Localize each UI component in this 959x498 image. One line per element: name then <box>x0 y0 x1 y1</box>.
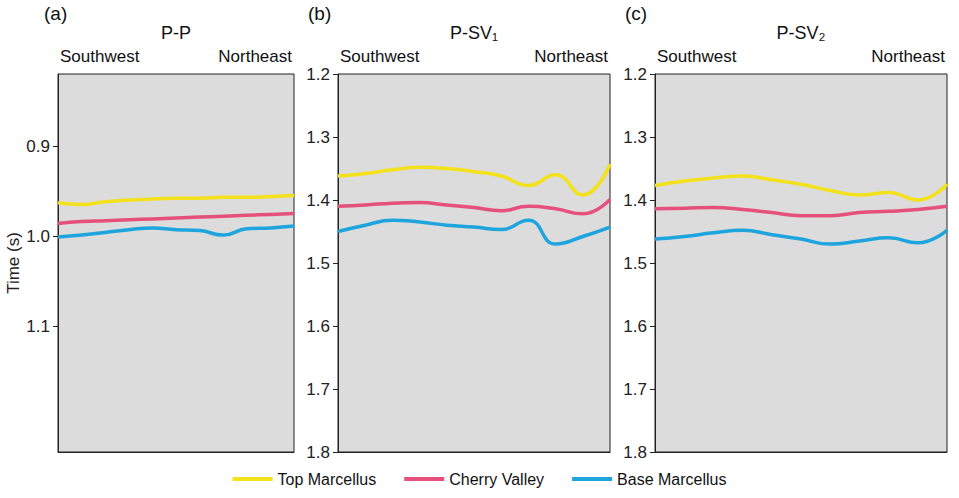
svg-text:1.1: 1.1 <box>26 317 50 336</box>
svg-text:Northeast: Northeast <box>534 47 608 66</box>
svg-text:1.0: 1.0 <box>26 227 50 246</box>
svg-text:P-P: P-P <box>161 23 191 43</box>
svg-text:1.4: 1.4 <box>623 191 647 210</box>
svg-text:1.3: 1.3 <box>623 128 647 147</box>
svg-text:0.9: 0.9 <box>26 137 50 156</box>
svg-text:1.2: 1.2 <box>623 65 647 84</box>
svg-text:1.5: 1.5 <box>623 254 647 273</box>
svg-text:1.3: 1.3 <box>306 128 330 147</box>
svg-text:Northeast: Northeast <box>218 47 292 66</box>
svg-text:P-SV₁: P-SV₁ <box>450 23 498 43</box>
svg-text:1.7: 1.7 <box>306 380 330 399</box>
svg-text:Base Marcellus: Base Marcellus <box>617 471 726 488</box>
svg-text:1.5: 1.5 <box>306 254 330 273</box>
svg-text:Time (s): Time (s) <box>4 232 23 294</box>
svg-text:Top Marcellus: Top Marcellus <box>278 471 377 488</box>
svg-text:(b): (b) <box>308 3 331 24</box>
svg-text:1.6: 1.6 <box>623 317 647 336</box>
svg-text:1.4: 1.4 <box>306 191 330 210</box>
svg-text:1.2: 1.2 <box>306 65 330 84</box>
svg-text:1.7: 1.7 <box>623 380 647 399</box>
svg-text:(a): (a) <box>44 3 67 24</box>
svg-text:P-SV₂: P-SV₂ <box>777 23 826 43</box>
svg-text:1.8: 1.8 <box>623 443 647 462</box>
svg-text:1.6: 1.6 <box>306 317 330 336</box>
svg-text:(c): (c) <box>625 3 647 24</box>
svg-text:1.8: 1.8 <box>306 443 330 462</box>
svg-text:Southwest: Southwest <box>340 47 420 66</box>
svg-text:Cherry Valley: Cherry Valley <box>449 471 544 488</box>
svg-text:Northeast: Northeast <box>871 47 945 66</box>
svg-text:Southwest: Southwest <box>60 47 140 66</box>
svg-text:Southwest: Southwest <box>657 47 737 66</box>
